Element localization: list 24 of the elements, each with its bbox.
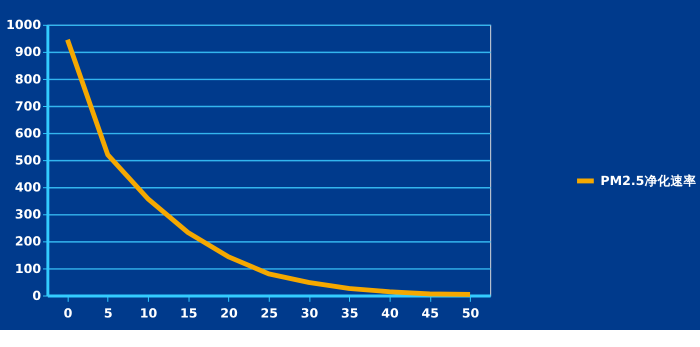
- x-tick-label: 5: [104, 305, 113, 320]
- x-tick-label: 40: [381, 305, 400, 320]
- x-tick-label: 50: [462, 305, 480, 320]
- y-tick-label: 900: [14, 44, 42, 60]
- x-tick-label: 0: [64, 305, 73, 320]
- y-tick-label: 600: [14, 125, 42, 140]
- x-tick-label: 35: [341, 305, 359, 320]
- y-tick-label: 700: [14, 98, 42, 114]
- x-tick-label: 25: [260, 305, 278, 320]
- y-tick-label: 300: [14, 206, 42, 222]
- x-tick-label: 10: [140, 305, 158, 320]
- x-tick-label: 45: [422, 305, 440, 320]
- x-tick-label: 15: [180, 305, 198, 320]
- y-tick-label: 500: [14, 152, 42, 168]
- x-tick-label: 20: [220, 305, 238, 320]
- y-tick-label: 1000: [6, 17, 42, 32]
- y-tick-label: 100: [14, 260, 42, 276]
- y-tick-label: 0: [32, 288, 42, 303]
- y-tick-label: 200: [14, 234, 42, 249]
- legend-label: PM2.5净化速率: [600, 172, 696, 188]
- y-tick-label: 800: [14, 71, 42, 86]
- y-tick-label: 400: [14, 180, 42, 195]
- x-tick-label: 30: [300, 305, 319, 320]
- line-series: [65, 37, 472, 297]
